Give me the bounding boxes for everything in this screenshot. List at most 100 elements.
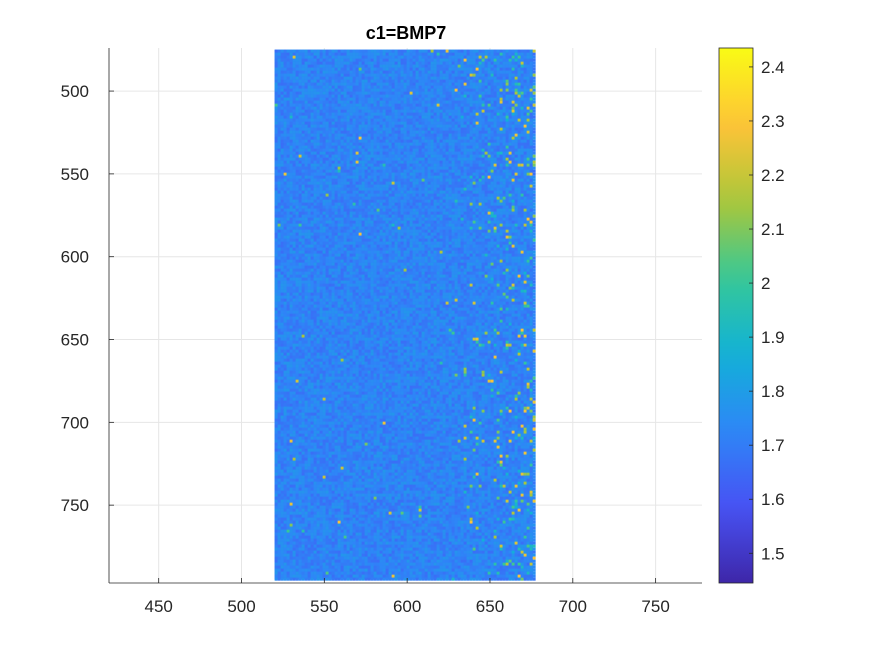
data-point bbox=[418, 85, 422, 89]
data-point bbox=[529, 94, 533, 98]
data-point bbox=[406, 163, 410, 167]
data-point bbox=[349, 133, 353, 137]
data-point bbox=[508, 58, 512, 62]
data-point bbox=[388, 55, 392, 59]
data-point bbox=[529, 49, 533, 53]
data-point bbox=[310, 82, 314, 86]
data-point bbox=[388, 163, 392, 167]
data-point bbox=[415, 190, 419, 194]
data-point bbox=[532, 211, 536, 215]
data-point bbox=[340, 109, 344, 113]
data-point bbox=[277, 184, 281, 188]
data-point bbox=[373, 61, 377, 65]
data-point bbox=[520, 67, 524, 71]
data-point bbox=[505, 94, 509, 98]
data-point bbox=[310, 181, 314, 185]
data-point bbox=[292, 214, 296, 218]
data-point bbox=[397, 142, 401, 146]
data-point bbox=[463, 79, 467, 83]
data-point bbox=[481, 49, 485, 53]
data-point bbox=[523, 166, 527, 170]
data-point bbox=[310, 49, 314, 53]
data-point bbox=[490, 142, 494, 146]
data-point bbox=[358, 139, 362, 143]
data-point bbox=[484, 214, 488, 218]
data-point bbox=[355, 169, 359, 173]
data-point bbox=[514, 58, 518, 62]
data-point bbox=[457, 184, 461, 188]
data-point bbox=[526, 76, 530, 80]
data-point bbox=[448, 103, 452, 107]
data-point bbox=[463, 172, 467, 176]
data-point bbox=[277, 85, 281, 89]
data-point bbox=[280, 205, 284, 209]
data-point bbox=[415, 61, 419, 65]
data-point bbox=[304, 193, 308, 197]
data-point bbox=[289, 181, 293, 185]
data-point bbox=[412, 88, 416, 92]
data-point bbox=[319, 127, 323, 131]
data-point bbox=[349, 136, 353, 140]
data-point bbox=[379, 97, 383, 101]
data-point bbox=[379, 205, 383, 209]
data-point bbox=[445, 73, 449, 77]
data-point bbox=[316, 208, 320, 212]
data-point bbox=[331, 151, 335, 155]
data-point bbox=[310, 70, 314, 74]
data-point bbox=[307, 106, 311, 110]
data-point bbox=[499, 91, 503, 95]
data-point bbox=[463, 148, 467, 152]
data-point bbox=[418, 154, 422, 158]
data-point bbox=[529, 124, 533, 128]
data-point bbox=[433, 154, 437, 158]
data-point bbox=[481, 118, 485, 122]
data-point bbox=[445, 67, 449, 71]
data-point bbox=[337, 166, 341, 170]
data-point bbox=[301, 184, 305, 188]
data-point bbox=[391, 97, 395, 101]
data-point bbox=[382, 118, 386, 122]
data-point bbox=[418, 199, 422, 203]
data-point bbox=[448, 208, 452, 212]
data-point bbox=[409, 88, 413, 92]
data-point bbox=[442, 100, 446, 104]
data-point bbox=[520, 106, 524, 110]
data-point bbox=[451, 52, 455, 56]
data-point bbox=[301, 217, 305, 221]
data-point bbox=[430, 97, 434, 101]
data-point bbox=[373, 139, 377, 143]
data-point bbox=[505, 145, 509, 149]
data-point bbox=[427, 115, 431, 119]
data-point bbox=[292, 73, 296, 77]
data-point bbox=[520, 136, 524, 140]
data-point bbox=[325, 202, 329, 206]
data-point bbox=[499, 115, 503, 119]
data-point bbox=[514, 121, 518, 125]
data-point bbox=[355, 82, 359, 86]
data-point bbox=[472, 124, 476, 128]
data-point bbox=[418, 52, 422, 56]
data-point bbox=[499, 88, 503, 92]
data-point bbox=[421, 94, 425, 98]
data-point bbox=[292, 88, 296, 92]
data-point bbox=[499, 82, 503, 86]
data-point bbox=[445, 148, 449, 152]
data-point bbox=[388, 130, 392, 134]
data-point bbox=[283, 169, 287, 173]
data-point bbox=[532, 154, 536, 158]
data-point bbox=[529, 178, 533, 182]
data-point bbox=[487, 79, 491, 83]
data-point bbox=[502, 181, 506, 185]
data-point bbox=[481, 136, 485, 140]
data-point bbox=[337, 109, 341, 113]
data-point bbox=[343, 115, 347, 119]
data-point bbox=[484, 187, 488, 191]
data-point bbox=[514, 133, 518, 137]
data-point bbox=[520, 103, 524, 107]
data-point bbox=[292, 172, 296, 176]
data-point bbox=[394, 52, 398, 56]
data-point bbox=[490, 175, 494, 179]
data-point bbox=[523, 118, 527, 122]
data-point bbox=[430, 79, 434, 83]
data-point bbox=[319, 139, 323, 143]
